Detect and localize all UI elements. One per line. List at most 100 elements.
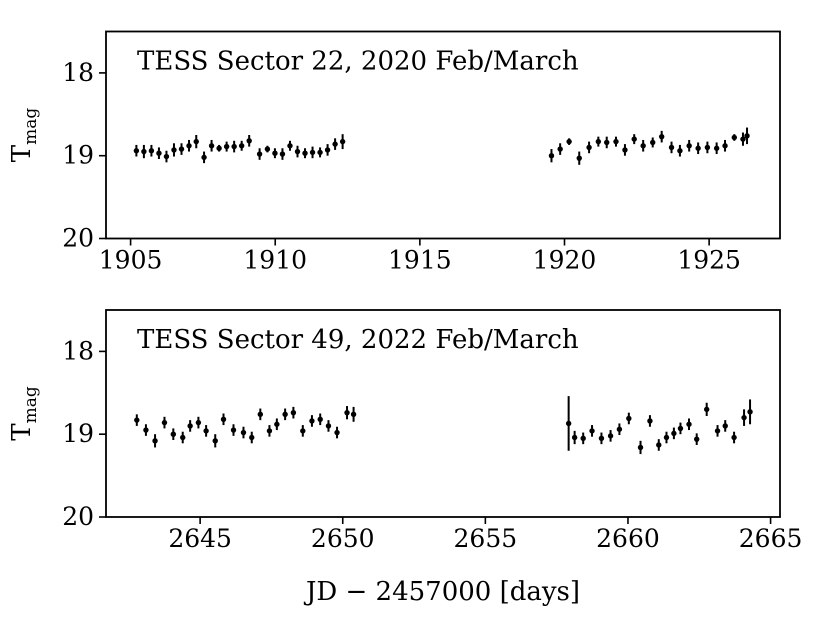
data-point — [256, 151, 263, 157]
data-point — [302, 150, 308, 156]
data-point — [152, 438, 158, 444]
data-point — [703, 406, 710, 413]
data-point — [193, 138, 199, 145]
data-point — [631, 136, 637, 142]
data-point — [187, 423, 193, 429]
data-point — [148, 148, 155, 154]
data-point — [650, 139, 656, 146]
data-point — [571, 434, 578, 441]
data-point — [656, 442, 662, 448]
data-point — [279, 151, 286, 157]
x-axis-tick-label: 1925 — [677, 246, 741, 275]
data-point — [324, 147, 331, 153]
data-point — [272, 150, 278, 156]
data-point — [622, 147, 628, 153]
data-point — [257, 411, 264, 418]
data-point — [616, 426, 623, 432]
data-point — [143, 427, 149, 433]
y-axis-label-base: T — [7, 423, 37, 441]
data-point — [287, 143, 293, 149]
data-point — [598, 435, 605, 442]
data-point — [344, 409, 350, 416]
data-point — [203, 428, 209, 434]
x-axis-tick-label: 2655 — [454, 524, 518, 553]
y-axis-label-base: T — [7, 144, 37, 162]
data-point — [163, 153, 170, 160]
data-point — [576, 155, 582, 161]
data-point — [565, 420, 572, 427]
panel-2: 2645 2650 2655 2660 2665 18 19 20 TESS Sector 49… — [7, 309, 803, 553]
data-point — [300, 428, 306, 434]
data-point — [282, 411, 288, 418]
data-point — [589, 428, 595, 434]
data-point — [607, 433, 614, 439]
data-point — [195, 419, 202, 426]
data-point — [714, 428, 721, 434]
data-point — [671, 430, 677, 437]
data-point — [141, 148, 147, 155]
data-point — [677, 148, 683, 154]
data-point — [604, 139, 610, 146]
data-point — [223, 143, 230, 150]
data-point — [230, 427, 237, 433]
data-point — [740, 136, 746, 142]
data-point — [686, 421, 692, 427]
data-point — [317, 416, 323, 422]
data-point — [694, 436, 700, 442]
x-axis-label: JD − 2457000 [days] — [303, 577, 580, 607]
data-point — [668, 144, 675, 151]
axes-spines — [105, 309, 781, 518]
panel-title: TESS Sector 22, 2020 Feb/March — [137, 47, 579, 77]
data-point — [640, 143, 646, 149]
data-point — [290, 409, 297, 416]
data-point — [548, 153, 555, 159]
x-axis-tick-label: 2660 — [596, 524, 660, 553]
x-axis-tick-label: 1915 — [388, 246, 452, 275]
data-point — [586, 144, 592, 151]
x-axis-tick-label: 2665 — [739, 524, 803, 553]
data-point — [170, 431, 177, 437]
data-point — [208, 143, 215, 149]
y-axis-label-subscript: mag — [21, 108, 41, 145]
data-point — [266, 428, 273, 434]
data-point — [161, 419, 168, 426]
data-point — [677, 425, 684, 432]
data-point — [178, 146, 185, 152]
data-point — [744, 133, 750, 139]
data-point — [741, 414, 747, 421]
y-axis-tick-label: 18 — [62, 58, 94, 87]
data-point — [220, 416, 227, 422]
data-point — [663, 434, 670, 441]
data-point — [240, 429, 247, 436]
data-point — [686, 143, 692, 149]
data-point — [731, 434, 737, 441]
data-point — [201, 154, 207, 161]
data-point — [722, 143, 728, 149]
data-point — [249, 434, 255, 441]
x-axis-tick-label: 1920 — [533, 246, 597, 275]
data-point — [557, 146, 563, 152]
y-axis-label-subscript: mag — [21, 386, 41, 423]
data-point — [350, 411, 357, 418]
data-point — [334, 429, 340, 436]
data-point — [626, 415, 632, 422]
data-point — [704, 144, 711, 151]
data-point — [325, 423, 332, 429]
y-axis-tick-label: 20 — [62, 502, 94, 531]
data-point — [309, 149, 316, 156]
y-axis-tick-label: 20 — [62, 224, 94, 253]
y-axis-tick-label: 19 — [62, 141, 94, 170]
data-point — [722, 423, 728, 429]
y-axis-tick-label: 18 — [62, 336, 94, 365]
data-point — [186, 143, 192, 149]
data-point — [238, 143, 245, 149]
x-axis-tick-label: 2650 — [311, 524, 375, 553]
axes-spines — [105, 30, 781, 240]
x-axis-tick-label: 2645 — [168, 524, 232, 553]
data-point — [339, 138, 346, 145]
y-axis-label: Tmag — [7, 108, 41, 163]
